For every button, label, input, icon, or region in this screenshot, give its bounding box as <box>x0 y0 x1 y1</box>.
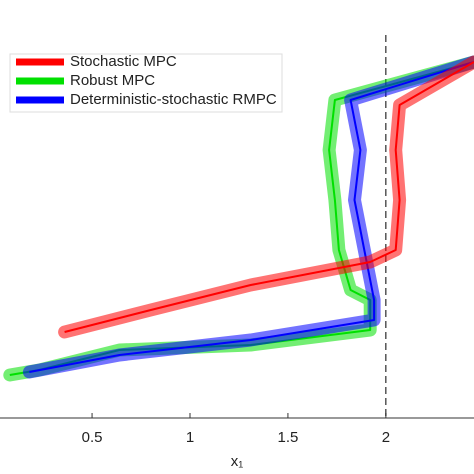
legend-label: Deterministic-stochastic RMPC <box>70 91 277 108</box>
x-tick-label: 1 <box>186 429 194 446</box>
series-line <box>29 61 474 373</box>
x-tick-label: 1.5 <box>277 429 298 446</box>
legend-label: Stochastic MPC <box>70 53 177 70</box>
x-tick-label: 0.5 <box>82 429 103 446</box>
x-axis-label: x₁ <box>231 453 244 470</box>
series-line <box>64 61 474 333</box>
legend-label: Robust MPC <box>70 72 155 89</box>
x-tick-label: 2 <box>382 429 390 446</box>
